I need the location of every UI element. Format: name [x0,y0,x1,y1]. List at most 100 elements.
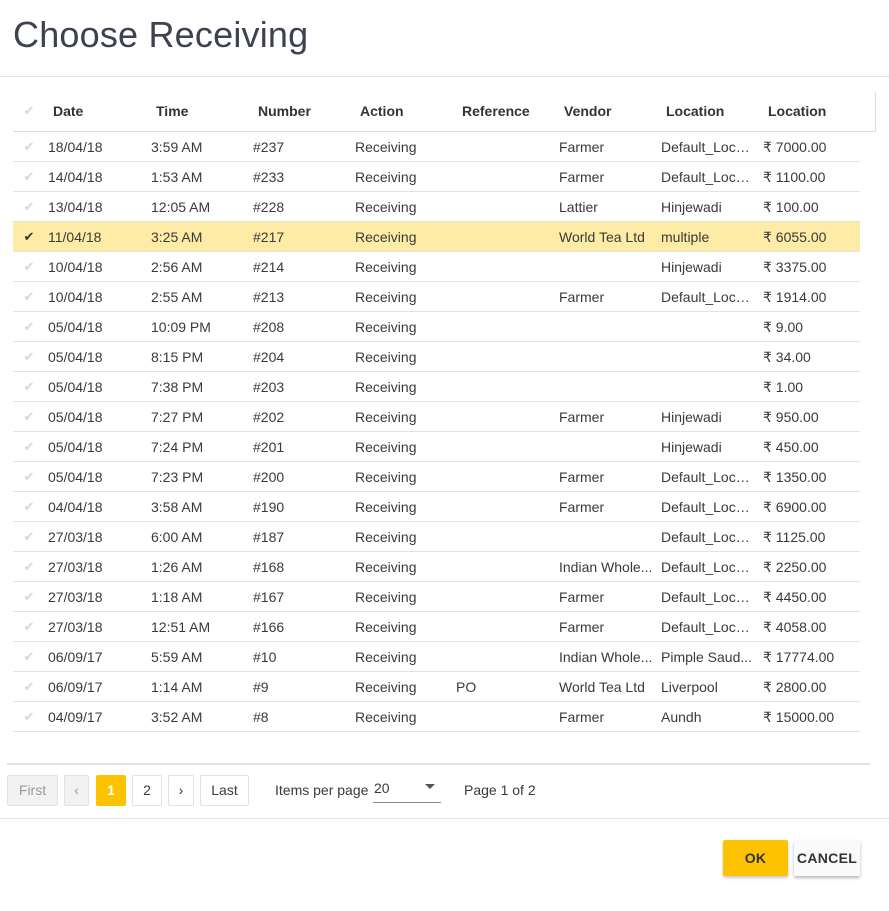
cell-date: 27/03/18 [48,619,103,635]
row-checkmark-icon[interactable]: ✔ [23,529,35,544]
row-checkmark-icon[interactable]: ✔ [23,379,35,394]
cancel-button[interactable]: CANCEL [794,840,860,876]
cell-time: 1:18 AM [151,589,203,605]
cell-reference [456,402,551,431]
cell-date: 05/04/18 [48,469,103,485]
table-row[interactable]: ✔ 04/09/17 3:52 AM #8 Receiving Farmer Aundh ₹ … [13,702,860,732]
cell-date: 06/09/17 [48,649,103,665]
row-checkmark-icon[interactable]: ✔ [23,649,35,664]
column-header-date[interactable]: Date [53,103,84,119]
next-page-button[interactable]: › [168,775,194,806]
table-row[interactable]: ✔ 06/09/17 1:14 AM #9 Receiving PO World Tea L… [13,672,860,702]
table-row[interactable]: ✔ 13/04/18 12:05 AM #228 Receiving Lattier Hin… [13,192,860,222]
table-row[interactable]: ✔ 05/04/18 10:09 PM #208 Receiving ₹ 9.00 [13,312,860,342]
cell-amount: ₹ 6055.00 [763,229,827,245]
cell-date: 14/04/18 [48,169,103,185]
ok-button[interactable]: OK [723,840,788,876]
row-checkmark-icon[interactable]: ✔ [23,469,35,484]
table-row[interactable]: ✔ 05/04/18 7:23 PM #200 Receiving Farmer Defau… [13,462,860,492]
cell-action: Receiving [355,589,417,605]
cell-number: #228 [253,199,285,215]
table-row[interactable]: ✔ 05/04/18 7:27 PM #202 Receiving Farmer Hinje… [13,402,860,432]
cell-number: #204 [253,349,285,365]
table-row[interactable]: ✔ 27/03/18 6:00 AM #187 Receiving Default_Loc… [13,522,860,552]
cell-number: #237 [253,139,285,155]
table-row[interactable]: ✔ 05/04/18 8:15 PM #204 Receiving ₹ 34.00 [13,342,860,372]
cell-reference [456,702,551,731]
cell-number: #217 [253,229,285,245]
table-row[interactable]: ✔ 11/04/18 3:25 AM #217 Receiving World Tea L… [13,222,860,252]
cell-time: 2:55 AM [151,289,203,305]
first-page-button[interactable]: First [7,775,58,806]
cell-vendor: Indian Whole... [559,559,653,575]
table-row[interactable]: ✔ 10/04/18 2:55 AM #213 Receiving Farmer Defau… [13,282,860,312]
cell-reference [456,612,551,641]
row-checkmark-icon[interactable]: ✔ [23,619,35,634]
row-checkmark-icon[interactable]: ✔ [23,229,35,244]
row-checkmark-icon[interactable]: ✔ [23,589,35,604]
row-checkmark-icon[interactable]: ✔ [23,439,35,454]
cell-date: 10/04/18 [48,259,103,275]
cell-location: Default_Loca... [661,289,755,305]
column-header-time[interactable]: Time [156,103,189,119]
table-row[interactable]: ✔ 10/04/18 2:56 AM #214 Receiving Hinjewadi ₹ … [13,252,860,282]
cell-time: 7:27 PM [151,409,204,425]
table-row[interactable]: ✔ 05/04/18 7:38 PM #203 Receiving ₹ 1.00 [13,372,860,402]
last-page-button[interactable]: Last [200,775,249,806]
cell-date: 11/04/18 [48,229,102,245]
row-checkmark-icon[interactable]: ✔ [23,679,35,694]
cell-action: Receiving [355,469,417,485]
column-header-reference[interactable]: Reference [462,103,530,119]
cell-date: 05/04/18 [48,349,103,365]
column-header-vendor[interactable]: Vendor [564,103,612,119]
row-checkmark-icon[interactable]: ✔ [23,289,35,304]
row-checkmark-icon[interactable]: ✔ [23,139,35,154]
cell-date: 06/09/17 [48,679,103,695]
cell-location: Default_Loca... [661,469,755,485]
cell-reference [456,642,551,671]
row-checkmark-icon[interactable]: ✔ [23,409,35,424]
items-per-page-select[interactable]: 20 [373,777,441,803]
cell-reference [456,432,551,461]
row-checkmark-icon[interactable]: ✔ [23,319,35,334]
row-checkmark-icon[interactable]: ✔ [23,199,35,214]
cell-action: Receiving [355,529,417,545]
cell-number: #201 [253,439,285,455]
table-row[interactable]: ✔ 05/04/18 7:24 PM #201 Receiving Hinjewadi ₹ … [13,432,860,462]
row-checkmark-icon[interactable]: ✔ [23,349,35,364]
table-row[interactable]: ✔ 06/09/17 5:59 AM #10 Receiving Indian Whole… [13,642,860,672]
column-header-action[interactable]: Action [360,103,404,119]
select-all-checkmark-icon[interactable]: ✔ [23,103,35,118]
cell-reference [456,192,551,221]
cell-action: Receiving [355,649,417,665]
cell-location: Liverpool [661,679,718,695]
row-checkmark-icon[interactable]: ✔ [23,559,35,574]
table-row[interactable]: ✔ 27/03/18 1:26 AM #168 Receiving Indian Whol… [13,552,860,582]
page-button-1[interactable]: 1 [96,775,126,806]
table-row[interactable]: ✔ 18/04/18 3:59 AM #237 Receiving Farmer Defau… [13,132,860,162]
table-row[interactable]: ✔ 04/04/18 3:58 AM #190 Receiving Farmer Defau… [13,492,860,522]
cell-date: 05/04/18 [48,439,103,455]
row-checkmark-icon[interactable]: ✔ [23,709,35,724]
cell-location: Hinjewadi [661,409,722,425]
cell-location: Default_Loca... [661,559,755,575]
column-header-location-amount[interactable]: Location [768,103,827,119]
cell-action: Receiving [355,409,417,425]
cell-reference [456,582,551,611]
cell-amount: ₹ 2800.00 [763,679,827,695]
title-divider [0,76,889,77]
table-row[interactable]: ✔ 27/03/18 12:51 AM #166 Receiving Farmer Defa… [13,612,860,642]
column-header-location[interactable]: Location [666,103,725,119]
cell-reference [456,132,551,161]
table-row[interactable]: ✔ 14/04/18 1:53 AM #233 Receiving Farmer Defau… [13,162,860,192]
cell-time: 1:53 AM [151,169,203,185]
cell-reference [456,342,551,371]
row-checkmark-icon[interactable]: ✔ [23,499,35,514]
column-header-number[interactable]: Number [258,103,311,119]
page-button-2[interactable]: 2 [132,775,162,806]
prev-page-button[interactable]: ‹ [64,775,89,806]
cell-amount: ₹ 6900.00 [763,499,827,515]
row-checkmark-icon[interactable]: ✔ [23,259,35,274]
row-checkmark-icon[interactable]: ✔ [23,169,35,184]
table-row[interactable]: ✔ 27/03/18 1:18 AM #167 Receiving Farmer Defau… [13,582,860,612]
